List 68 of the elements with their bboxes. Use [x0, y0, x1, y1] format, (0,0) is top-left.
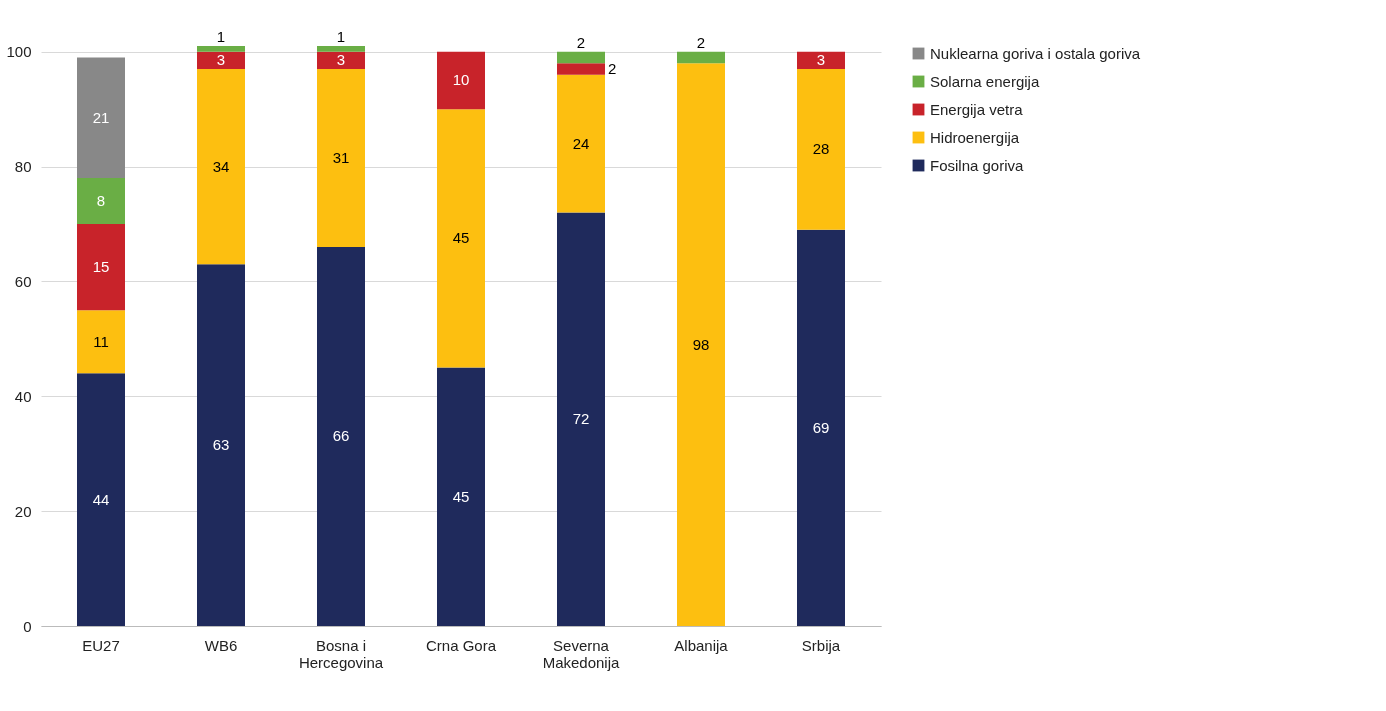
- bar: [677, 63, 725, 626]
- data-label: 44: [92, 490, 110, 508]
- y-tick-label: 0: [23, 617, 32, 635]
- bar: [437, 51, 485, 110]
- bar: [317, 46, 365, 52]
- data-label: 2: [608, 59, 617, 77]
- y-tick-label: 60: [14, 272, 32, 290]
- bar: [317, 51, 365, 69]
- data-label: 63: [212, 436, 230, 454]
- x-tick-label: Srbija: [801, 636, 841, 654]
- bar: [77, 310, 125, 374]
- bar: [77, 373, 125, 626]
- bar: [77, 57, 125, 179]
- data-label: 45: [452, 487, 470, 505]
- data-label: 31: [332, 148, 350, 166]
- data-label: 1: [336, 28, 346, 45]
- data-label: 24: [572, 134, 590, 152]
- y-tick-label: 100: [6, 43, 32, 61]
- data-label: 1: [216, 28, 226, 45]
- bar: [197, 68, 245, 265]
- data-label: 45: [452, 229, 470, 247]
- bar: [797, 68, 845, 230]
- bar: [437, 109, 485, 368]
- bar: [437, 367, 485, 626]
- legend-label: Solarna energija: [930, 72, 1040, 90]
- x-tick-label: EU27: [82, 636, 120, 654]
- bar: [797, 229, 845, 626]
- data-label: 66: [332, 427, 350, 445]
- bar: [557, 63, 605, 75]
- data-label: 10: [452, 71, 470, 89]
- bar: [317, 246, 365, 626]
- data-label: 69: [812, 418, 830, 436]
- bar: [557, 74, 605, 213]
- legend-label: Fosilna goriva: [930, 156, 1025, 174]
- bar: [557, 51, 605, 64]
- x-tick-label: Bosna i Hercegovina: [298, 636, 384, 671]
- data-label: 28: [812, 140, 830, 158]
- bar: [197, 264, 245, 626]
- bar: [797, 51, 845, 69]
- bar: [317, 68, 365, 247]
- x-tick-label: Crna Gora: [425, 636, 497, 654]
- y-tick-label: 40: [14, 387, 32, 405]
- bar: [557, 212, 605, 626]
- data-label: 8: [96, 192, 106, 210]
- data-label: 72: [572, 410, 590, 428]
- data-label: 3: [816, 51, 826, 69]
- data-label: 2: [696, 33, 706, 51]
- bar: [197, 51, 245, 69]
- data-label: 2: [576, 33, 586, 51]
- bar: [197, 46, 245, 52]
- data-label: 98: [692, 335, 710, 353]
- legend-label: Hidroenergija: [930, 128, 1020, 146]
- legend-label: Energija vetra: [930, 100, 1024, 118]
- x-tick-label: Severna Makedonija: [542, 636, 621, 671]
- y-tick-label: 20: [14, 502, 32, 520]
- data-label: 3: [336, 51, 346, 69]
- data-label: 15: [92, 258, 110, 276]
- x-tick-label: Albanija: [674, 636, 729, 654]
- data-label: 11: [93, 332, 109, 350]
- x-tick-label: WB6: [204, 636, 238, 654]
- data-label: 21: [92, 108, 110, 126]
- bar: [77, 224, 125, 311]
- data-label: 3: [216, 51, 226, 69]
- bar: [77, 178, 125, 225]
- y-tick-label: 80: [14, 158, 32, 176]
- bar: [677, 51, 725, 64]
- legend-label: Nuklearna goriva i ostala goriva: [930, 44, 1141, 62]
- data-label: 34: [212, 157, 230, 175]
